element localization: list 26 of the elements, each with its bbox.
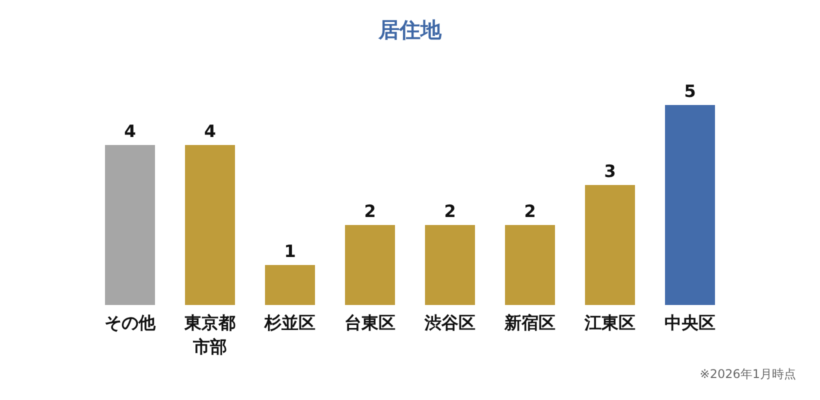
x-tick-label: 杉並区	[264, 314, 316, 334]
bar	[265, 265, 315, 305]
x-tick-label: 新宿区	[504, 314, 556, 334]
data-label: 3	[604, 162, 616, 182]
data-label: 2	[524, 202, 536, 222]
data-label: 2	[364, 202, 376, 222]
chart-title: 居住地	[378, 18, 442, 42]
x-tick-label: 中央区	[664, 314, 716, 334]
bar	[345, 225, 395, 305]
data-label: 4	[124, 122, 136, 142]
text: ※2026年1月時点	[700, 366, 796, 383]
bar	[185, 145, 235, 305]
data-label: 5	[684, 82, 696, 102]
bar	[585, 185, 635, 305]
bar	[105, 145, 155, 305]
bar	[425, 225, 475, 305]
data-label: 1	[284, 242, 296, 262]
bar	[505, 225, 555, 305]
x-tick-label: 東京都市部	[184, 314, 236, 358]
bar	[665, 105, 715, 305]
x-tick-label: その他	[104, 314, 156, 334]
data-label: 4	[204, 122, 216, 142]
data-label: 2	[444, 202, 456, 222]
x-tick-label: 江東区	[584, 314, 636, 334]
x-tick-label: 台東区	[344, 314, 396, 334]
x-tick-label: 渋谷区	[424, 314, 476, 334]
